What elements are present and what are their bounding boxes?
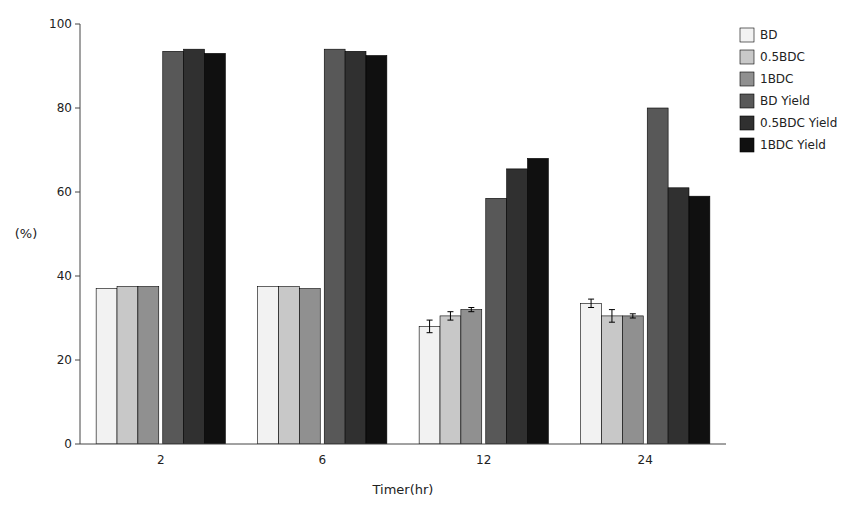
legend-label: 0.5BDC bbox=[760, 50, 805, 64]
error-bar bbox=[447, 312, 453, 320]
bar bbox=[440, 316, 461, 444]
error-cap bbox=[609, 322, 615, 323]
error-cap bbox=[468, 311, 474, 312]
bar bbox=[419, 326, 440, 444]
y-tick-label: 40 bbox=[57, 269, 72, 283]
legend-swatch bbox=[740, 28, 754, 42]
bar bbox=[204, 53, 225, 444]
error-bar bbox=[588, 299, 594, 307]
bar bbox=[138, 287, 159, 445]
legend: BD 0.5BDC 1BDC BD Yield 0.5BDC Yield 1BDC Yie… bbox=[740, 28, 837, 153]
legend-swatch bbox=[740, 50, 754, 64]
bar bbox=[184, 49, 205, 444]
bar bbox=[117, 287, 138, 445]
bar bbox=[279, 287, 300, 445]
y-axis-line bbox=[80, 24, 81, 444]
legend-swatch bbox=[740, 138, 754, 152]
legend-label: 1BDC bbox=[760, 72, 794, 86]
x-axis: 2 6 12 24 bbox=[157, 453, 653, 467]
x-axis-line bbox=[80, 444, 726, 445]
bar bbox=[366, 56, 387, 445]
chart: 0 20 40 60 80 100 2 6 12 24 Timer(hr) (%) BD 0.5BDC 1B… bbox=[0, 0, 866, 516]
error-cap bbox=[630, 318, 636, 319]
error-cap bbox=[447, 311, 453, 312]
y-tick-label: 20 bbox=[57, 353, 72, 367]
bar bbox=[299, 289, 320, 444]
error-cap bbox=[609, 309, 615, 310]
bar bbox=[345, 51, 366, 444]
y-axis: 0 20 40 60 80 100 bbox=[49, 17, 80, 451]
legend-label: BD Yield bbox=[760, 94, 810, 108]
x-tick-label: 6 bbox=[318, 453, 326, 467]
y-tick-label: 0 bbox=[64, 437, 72, 451]
error-bar bbox=[609, 310, 615, 323]
error-cap bbox=[630, 313, 636, 314]
bar bbox=[647, 108, 668, 444]
x-tick-label: 2 bbox=[157, 453, 165, 467]
error-cap bbox=[427, 320, 433, 321]
error-bar bbox=[630, 314, 636, 318]
legend-swatch bbox=[740, 116, 754, 130]
bar bbox=[602, 316, 623, 444]
y-tick bbox=[75, 444, 80, 445]
legend-label: 1BDC Yield bbox=[760, 138, 826, 152]
y-tick-label: 100 bbox=[49, 17, 72, 31]
bar bbox=[507, 169, 528, 444]
error-bar bbox=[468, 308, 474, 312]
bar bbox=[258, 287, 279, 445]
bar bbox=[527, 158, 548, 444]
bar bbox=[622, 316, 643, 444]
error-stem bbox=[450, 312, 451, 320]
bars bbox=[96, 49, 710, 444]
bar bbox=[461, 310, 482, 444]
legend-label: BD bbox=[760, 28, 777, 42]
y-tick bbox=[75, 192, 80, 193]
y-tick bbox=[75, 24, 80, 25]
error-stem bbox=[632, 314, 633, 318]
error-stem bbox=[591, 299, 592, 307]
error-stem bbox=[471, 308, 472, 312]
error-cap bbox=[588, 299, 594, 300]
error-cap bbox=[588, 307, 594, 308]
bar bbox=[668, 188, 689, 444]
y-tick-label: 80 bbox=[57, 101, 72, 115]
bar bbox=[163, 51, 184, 444]
y-axis-title: (%) bbox=[15, 226, 38, 241]
error-cap bbox=[427, 332, 433, 333]
bar bbox=[689, 196, 710, 444]
y-tick-label: 60 bbox=[57, 185, 72, 199]
y-tick bbox=[75, 276, 80, 277]
error-cap bbox=[447, 320, 453, 321]
error-stem bbox=[429, 320, 430, 333]
y-tick bbox=[75, 360, 80, 361]
bar bbox=[96, 289, 117, 444]
x-axis-title: Timer(hr) bbox=[372, 482, 434, 497]
bar bbox=[486, 198, 507, 444]
x-tick-label: 12 bbox=[476, 453, 491, 467]
error-bar bbox=[427, 320, 433, 333]
x-tick-label: 24 bbox=[638, 453, 653, 467]
legend-swatch bbox=[740, 72, 754, 86]
y-tick bbox=[75, 108, 80, 109]
legend-swatch bbox=[740, 94, 754, 108]
bar bbox=[324, 49, 345, 444]
error-cap bbox=[468, 307, 474, 308]
bar bbox=[581, 303, 602, 444]
error-stem bbox=[611, 310, 612, 323]
legend-label: 0.5BDC Yield bbox=[760, 116, 837, 130]
